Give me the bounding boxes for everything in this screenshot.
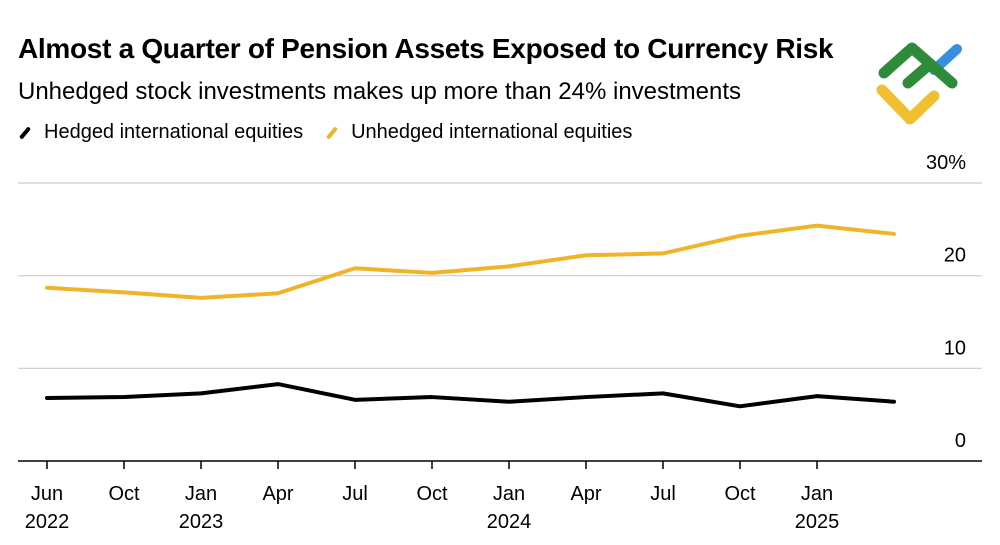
watermark-logo-icon xyxy=(876,42,962,125)
y-tick-label: 30% xyxy=(926,152,966,174)
x-tick-label: Jan xyxy=(185,483,217,505)
chart-title: Almost a Quarter of Pension Assets Expos… xyxy=(18,33,834,64)
x-tick-label: Jul xyxy=(342,483,368,505)
x-tick-label: Oct xyxy=(724,483,756,505)
x-tick-label: Jan xyxy=(493,483,525,505)
x-tick-label: Apr xyxy=(262,483,293,505)
x-tick-label: Jul xyxy=(650,483,676,505)
x-tick-label: Jan xyxy=(801,483,833,505)
chart-subtitle: Unhedged stock investments makes up more… xyxy=(18,78,742,105)
legend: Hedged international equities Unhedged i… xyxy=(18,121,654,144)
legend-label-hedged: Hedged international equities xyxy=(44,121,304,143)
x-tick-label: Oct xyxy=(416,483,448,505)
x-tick-year-label: 2022 xyxy=(25,511,70,533)
x-tick-label: Oct xyxy=(108,483,140,505)
y-tick-label: 0 xyxy=(955,430,966,452)
x-tick-year-label: 2024 xyxy=(487,511,532,533)
x-tick-label: Jun xyxy=(31,483,63,505)
series-line-hedged xyxy=(45,382,896,409)
x-tick-year-label: 2025 xyxy=(795,511,840,533)
y-tick-label: 20 xyxy=(944,245,966,267)
legend-item-hedged: Hedged international equities xyxy=(18,121,303,144)
y-tick-label: 10 xyxy=(944,337,966,359)
legend-item-unhedged: Unhedged international equities xyxy=(325,121,632,144)
legend-label-unhedged: Unhedged international equities xyxy=(351,121,633,143)
series-line-unhedged xyxy=(45,223,896,300)
x-tick-label: Apr xyxy=(570,483,601,505)
x-tick-year-label: 2023 xyxy=(179,511,224,533)
